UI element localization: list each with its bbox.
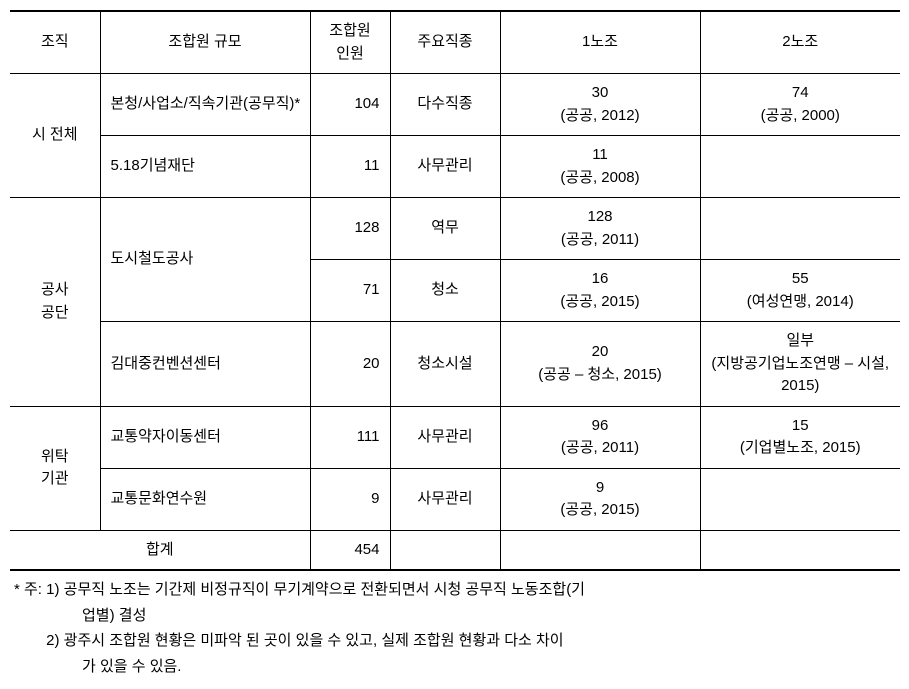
union1-cell: 128(공공, 2011) [500,198,700,260]
union2-cell [700,198,900,260]
job-cell: 역무 [390,198,500,260]
scale-cell: 본청/사업소/직속기관(공무직)* [100,74,310,136]
note-2a: 2) 광주시 조합원 현황은 미파악 된 곳이 있을 수 있고, 실제 조합원 … [46,632,563,649]
union1-cell: 16(공공, 2015) [500,260,700,322]
count-cell: 111 [310,406,390,468]
org-cell: 위탁기관 [10,406,100,530]
count-cell: 104 [310,74,390,136]
org-cell: 공사공단 [10,198,100,407]
header-row: 조직 조합원 규모 조합원인원 주요직종 1노조 2노조 [10,11,900,74]
note-prefix: * 주: [14,581,46,598]
count-cell: 11 [310,136,390,198]
footnotes: * 주: 1) 공무직 노조는 기간제 비정규직이 무기계약으로 전환되면서 시… [10,577,899,679]
scale-cell: 교통문화연수원 [100,468,310,530]
empty-cell [390,530,500,570]
header-scale: 조합원 규모 [100,11,310,74]
header-union2: 2노조 [700,11,900,74]
union2-cell: 55(여성연맹, 2014) [700,260,900,322]
note-2-line2: 가 있을 수 있음. [14,654,899,680]
header-union1: 1노조 [500,11,700,74]
table-row: 공사공단 도시철도공사 128 역무 128(공공, 2011) [10,198,900,260]
total-count: 454 [310,530,390,570]
header-count: 조합원인원 [310,11,390,74]
union1-cell: 30(공공, 2012) [500,74,700,136]
count-cell: 9 [310,468,390,530]
scale-cell: 김대중컨벤션센터 [100,322,310,407]
job-cell: 청소 [390,260,500,322]
scale-cell: 도시철도공사 [100,198,310,322]
job-cell: 청소시설 [390,322,500,407]
note-1-line2: 업별) 결성 [14,603,899,629]
job-cell: 사무관리 [390,406,500,468]
union1-cell: 96(공공, 2011) [500,406,700,468]
union2-cell: 일부(지방공기업노조연맹 – 시설, 2015) [700,322,900,407]
union1-cell: 20(공공 – 청소, 2015) [500,322,700,407]
union2-cell: 74(공공, 2000) [700,74,900,136]
note-1a: 1) 공무직 노조는 기간제 비정규직이 무기계약으로 전환되면서 시청 공무직… [46,581,585,598]
note-2-line1: * 주: 2) 광주시 조합원 현황은 미파악 된 곳이 있을 수 있고, 실제… [14,628,899,654]
scale-cell: 교통약자이동센터 [100,406,310,468]
header-org: 조직 [10,11,100,74]
table-row: 김대중컨벤션센터 20 청소시설 20(공공 – 청소, 2015) 일부(지방… [10,322,900,407]
union1-cell: 9(공공, 2015) [500,468,700,530]
empty-cell [700,530,900,570]
empty-cell [500,530,700,570]
total-label: 합계 [10,530,310,570]
table-row: 5.18기념재단 11 사무관리 11(공공, 2008) [10,136,900,198]
union2-cell [700,468,900,530]
job-cell: 사무관리 [390,136,500,198]
union1-cell: 11(공공, 2008) [500,136,700,198]
note-1-line1: * 주: 1) 공무직 노조는 기간제 비정규직이 무기계약으로 전환되면서 시… [14,577,899,603]
union-table: 조직 조합원 규모 조합원인원 주요직종 1노조 2노조 시 전체 본청/사업소… [10,10,900,571]
org-cell: 시 전체 [10,74,100,198]
union2-cell: 15(기업별노조, 2015) [700,406,900,468]
table-row: 위탁기관 교통약자이동센터 111 사무관리 96(공공, 2011) 15(기… [10,406,900,468]
header-job: 주요직종 [390,11,500,74]
union2-cell [700,136,900,198]
job-cell: 다수직종 [390,74,500,136]
count-cell: 128 [310,198,390,260]
count-cell: 71 [310,260,390,322]
scale-cell: 5.18기념재단 [100,136,310,198]
table-row: 시 전체 본청/사업소/직속기관(공무직)* 104 다수직종 30(공공, 2… [10,74,900,136]
total-row: 합계 454 [10,530,900,570]
table-row: 교통문화연수원 9 사무관리 9(공공, 2015) [10,468,900,530]
job-cell: 사무관리 [390,468,500,530]
count-cell: 20 [310,322,390,407]
table-body: 시 전체 본청/사업소/직속기관(공무직)* 104 다수직종 30(공공, 2… [10,74,900,571]
